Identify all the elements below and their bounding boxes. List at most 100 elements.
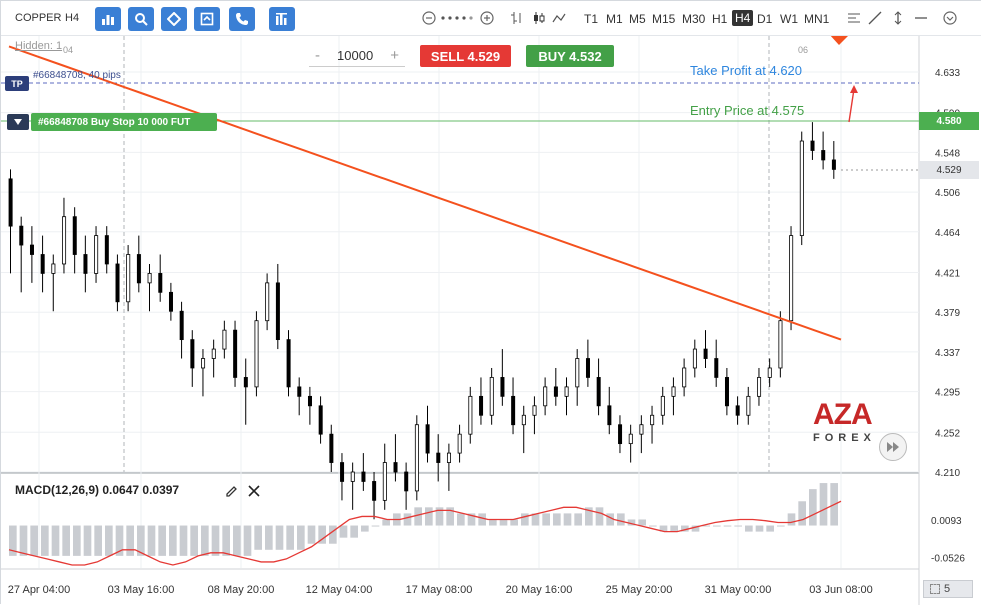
- zoom-out-icon[interactable]: [421, 10, 437, 26]
- macd-histogram-bar: [499, 519, 508, 526]
- candle-body: [789, 235, 794, 322]
- indicators-button[interactable]: [128, 7, 154, 31]
- macd-histogram-bar: [809, 489, 817, 526]
- candle-body: [126, 254, 131, 303]
- x-tick-label: 31 May 00:00: [705, 584, 772, 596]
- horizontal-line-icon[interactable]: [913, 10, 929, 26]
- templates-button[interactable]: [194, 7, 220, 31]
- macd-histogram-bar: [702, 525, 710, 527]
- candle-body: [799, 140, 804, 236]
- candle-body: [511, 395, 516, 426]
- candle-body: [479, 395, 484, 416]
- x-tick-label: 17 May 08:00: [406, 584, 473, 596]
- tf-h1[interactable]: H1: [712, 12, 728, 26]
- hidden-orders-label[interactable]: Hidden: 1: [15, 40, 63, 52]
- order-collapse-button[interactable]: [7, 114, 29, 130]
- candle-body: [51, 263, 56, 274]
- candle-body: [650, 414, 655, 426]
- tf-d1[interactable]: D1: [757, 12, 773, 26]
- candle-body: [446, 452, 451, 463]
- increase-button[interactable]: +: [390, 47, 399, 64]
- pending-order-label[interactable]: #66848708 Buy Stop 10 000 FUT: [31, 113, 217, 131]
- close-indicator-icon[interactable]: [246, 483, 262, 499]
- drawing-tools-button[interactable]: [161, 7, 187, 31]
- macd-histogram-bar: [115, 525, 124, 556]
- fibonacci-icon[interactable]: [846, 10, 862, 26]
- candle-body: [211, 348, 216, 359]
- candle-body: [286, 339, 291, 388]
- decrease-button[interactable]: -: [315, 47, 320, 64]
- tf-mn1[interactable]: MN1: [804, 12, 830, 26]
- candle-body: [414, 424, 419, 492]
- tf-w1[interactable]: W1: [780, 12, 798, 26]
- tf-h4[interactable]: H4: [732, 10, 754, 26]
- tf-t1[interactable]: T1: [584, 12, 599, 26]
- candlestick-type-icon[interactable]: [531, 10, 547, 26]
- candle-body: [243, 377, 248, 388]
- collapse-icon[interactable]: [942, 10, 958, 26]
- candle-body: [660, 395, 665, 416]
- tf-m1[interactable]: M1: [606, 12, 623, 26]
- quantity-stepper[interactable]: - 10000 +: [309, 45, 405, 67]
- candle-body: [147, 273, 152, 284]
- candle-body: [222, 329, 227, 350]
- toolbar: COPPER H4: [1, 1, 981, 36]
- candle-body: [115, 263, 120, 303]
- buy-button[interactable]: BUY 4.532: [526, 45, 614, 67]
- chart-type-button[interactable]: [95, 7, 121, 31]
- macd-histogram-bar: [19, 525, 28, 556]
- candle-body: [201, 358, 206, 369]
- macd-histogram-bar: [489, 519, 497, 526]
- macd-histogram-bar: [457, 513, 465, 526]
- candle-body: [393, 462, 398, 473]
- macd-histogram-bar: [649, 525, 657, 527]
- macd-histogram-bar: [126, 525, 134, 556]
- candle-body: [382, 462, 387, 501]
- zoom-in-icon[interactable]: [479, 10, 495, 26]
- template-icon: [200, 12, 214, 26]
- edit-indicator-icon[interactable]: [223, 483, 239, 499]
- time-marker-triangle[interactable]: [829, 36, 850, 45]
- macd-histogram-bar: [713, 525, 721, 527]
- macd-histogram-bar: [51, 525, 60, 556]
- symbol-label[interactable]: COPPER: [15, 12, 62, 24]
- bar-type-icon[interactable]: [509, 10, 525, 26]
- macd-histogram-bar: [510, 519, 518, 526]
- tp-arrow-line: [848, 88, 855, 123]
- x-tick-label: 12 May 04:00: [306, 584, 373, 596]
- quantity-value[interactable]: 10000: [337, 48, 374, 63]
- macd-title: MACD(12,26,9) 0.0647 0.0397: [15, 483, 180, 497]
- sell-button[interactable]: SELL 4.529: [420, 45, 511, 67]
- candle-body: [72, 216, 77, 255]
- period-label[interactable]: H4: [65, 12, 80, 24]
- line-type-icon[interactable]: [551, 10, 567, 26]
- macd-histogram-bar: [243, 525, 252, 556]
- alerts-button[interactable]: [229, 7, 255, 31]
- tf-m15[interactable]: M15: [652, 12, 676, 26]
- candle-body: [596, 377, 601, 407]
- macd-histogram-bar: [574, 513, 582, 526]
- zoom-slider[interactable]: [439, 10, 479, 26]
- y-tick-label: 4.337: [935, 348, 960, 359]
- vertical-line-icon[interactable]: [890, 10, 906, 26]
- aza-logo: AZA: [813, 398, 873, 431]
- x-tick-label: 03 Jun 08:00: [809, 584, 873, 596]
- macd-histogram-bar: [286, 525, 294, 550]
- candle-body: [265, 282, 270, 322]
- tp-badge[interactable]: TP: [5, 76, 29, 91]
- macd-histogram-bar: [681, 525, 689, 532]
- candle-body: [821, 150, 826, 161]
- layers-badge[interactable]: 5: [923, 580, 973, 598]
- tf-m5[interactable]: M5: [629, 12, 646, 26]
- stats-icon: [276, 13, 287, 25]
- y-tick-label: 4.548: [935, 148, 960, 159]
- tf-m30[interactable]: M30: [682, 12, 706, 26]
- trendline-icon[interactable]: [867, 10, 883, 26]
- candle-body: [618, 424, 623, 445]
- statistics-button[interactable]: [269, 7, 295, 31]
- scroll-to-end-button[interactable]: [879, 433, 907, 461]
- candle-body: [489, 377, 494, 416]
- macd-histogram-bar: [201, 525, 209, 556]
- y-tick-label: 4.379: [935, 308, 960, 319]
- candle-body: [350, 471, 355, 482]
